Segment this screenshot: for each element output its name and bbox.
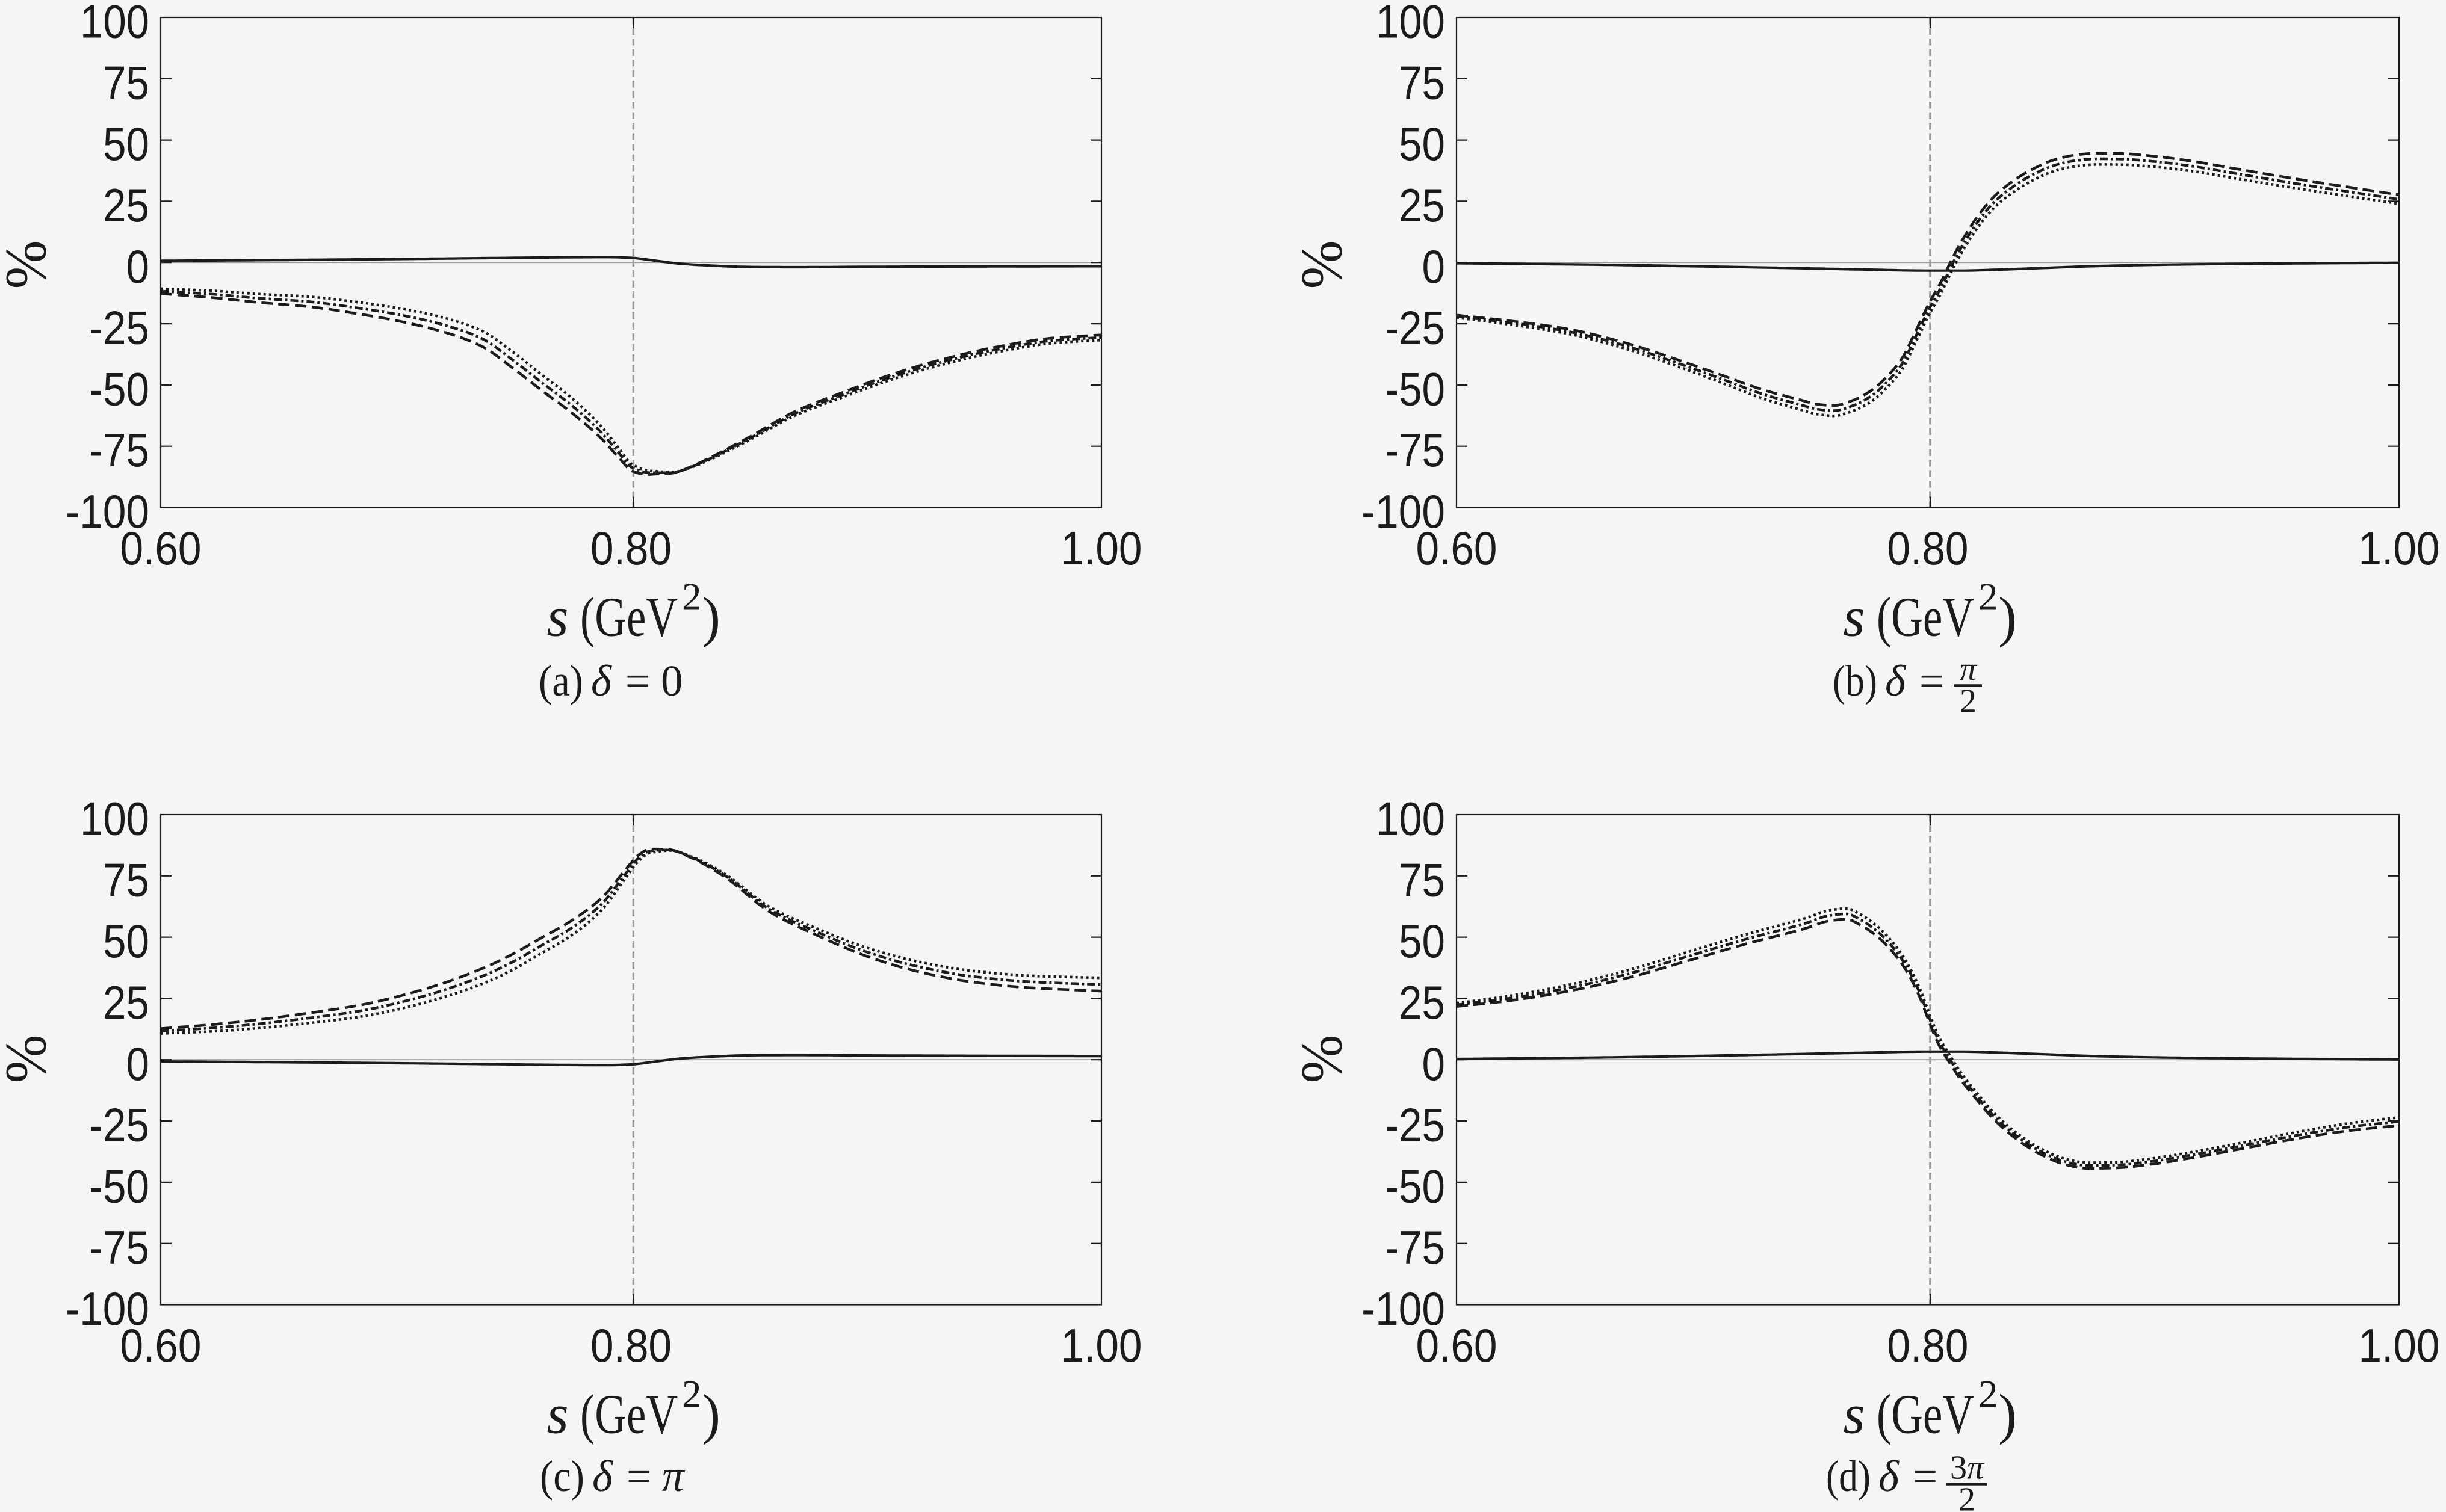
svg-text:75: 75	[1399, 853, 1445, 906]
svg-text:0.60: 0.60	[120, 1319, 202, 1372]
svg-text:(GeV: (GeV	[1877, 1384, 1974, 1446]
svg-text:(d): (d)	[1826, 1452, 1871, 1501]
svg-text:-100: -100	[1361, 485, 1445, 538]
svg-text:75: 75	[103, 56, 149, 109]
svg-text:2: 2	[1978, 576, 1998, 619]
svg-text:s: s	[1843, 1384, 1865, 1446]
svg-text:): )	[1998, 1384, 2017, 1446]
svg-text:75: 75	[1399, 56, 1445, 109]
svg-text:%: %	[0, 241, 58, 289]
svg-text:-50: -50	[1385, 1159, 1445, 1212]
svg-text:): )	[702, 1384, 720, 1446]
svg-text:-25: -25	[89, 301, 149, 354]
svg-text:-100: -100	[1361, 1282, 1445, 1335]
svg-text:50: 50	[1399, 915, 1445, 967]
svg-text:-25: -25	[1385, 1099, 1445, 1152]
svg-text:3π: 3π	[1950, 1449, 1985, 1487]
svg-text:1.00: 1.00	[1061, 522, 1142, 575]
svg-text:): )	[702, 587, 720, 649]
svg-text:δ: δ	[592, 1452, 613, 1501]
svg-text:25: 25	[1399, 179, 1445, 232]
svg-text:50: 50	[103, 117, 149, 170]
svg-text:2: 2	[682, 576, 702, 619]
svg-text:100: 100	[80, 792, 149, 845]
svg-text:(GeV: (GeV	[580, 1384, 678, 1446]
svg-text:25: 25	[103, 179, 149, 232]
svg-text:1.00: 1.00	[2359, 1319, 2440, 1372]
svg-text:0.80: 0.80	[590, 1319, 672, 1372]
svg-text:s: s	[1843, 587, 1865, 649]
svg-text:δ: δ	[1878, 1452, 1900, 1501]
svg-text:-50: -50	[89, 1159, 149, 1212]
svg-text:=: =	[1919, 656, 1944, 705]
svg-text:(b): (b)	[1833, 656, 1877, 705]
svg-text:-50: -50	[1385, 362, 1445, 415]
svg-text:0: 0	[661, 656, 683, 705]
svg-text:-50: -50	[89, 362, 149, 415]
svg-text:0.60: 0.60	[120, 522, 202, 575]
svg-text:2: 2	[1958, 1481, 1975, 1512]
svg-text:=: =	[627, 1452, 651, 1501]
svg-text:0: 0	[126, 1037, 150, 1090]
svg-text:δ: δ	[591, 656, 612, 705]
svg-text:-100: -100	[66, 1282, 149, 1335]
svg-text:(GeV: (GeV	[1877, 587, 1974, 649]
svg-text:2: 2	[1960, 682, 1977, 720]
svg-text:-75: -75	[89, 424, 149, 477]
svg-text:-75: -75	[1385, 424, 1445, 477]
svg-text:75: 75	[103, 853, 149, 906]
svg-text:1.00: 1.00	[1061, 1319, 1142, 1372]
svg-text:2: 2	[1978, 1373, 1998, 1416]
svg-text:-75: -75	[89, 1221, 149, 1274]
svg-text:0.60: 0.60	[1416, 1319, 1497, 1372]
svg-text:1.00: 1.00	[2359, 522, 2440, 575]
svg-text:50: 50	[103, 915, 149, 967]
svg-text:-25: -25	[1385, 301, 1445, 354]
svg-text:=: =	[1913, 1452, 1937, 1501]
svg-text:-25: -25	[89, 1099, 149, 1152]
svg-text:%: %	[1289, 241, 1354, 289]
svg-text:0: 0	[1422, 1037, 1446, 1090]
svg-text:100: 100	[1376, 792, 1445, 845]
svg-text:s: s	[546, 1384, 568, 1446]
svg-text:(GeV: (GeV	[580, 587, 678, 649]
svg-text:s: s	[546, 587, 568, 649]
svg-text:(c): (c)	[540, 1452, 584, 1501]
svg-text:): )	[1998, 587, 2017, 649]
svg-text:-75: -75	[1385, 1221, 1445, 1274]
svg-text:δ: δ	[1885, 656, 1906, 705]
svg-text:=: =	[625, 656, 650, 705]
svg-text:π: π	[1960, 650, 1978, 688]
svg-text:0.80: 0.80	[590, 522, 672, 575]
svg-text:0: 0	[126, 240, 150, 293]
svg-text:100: 100	[1376, 0, 1445, 48]
svg-text:%: %	[1289, 1035, 1354, 1084]
svg-text:-100: -100	[66, 485, 149, 538]
svg-text:100: 100	[80, 0, 149, 48]
svg-text:%: %	[0, 1035, 58, 1084]
svg-text:25: 25	[1399, 976, 1445, 1029]
svg-text:0.80: 0.80	[1887, 522, 1969, 575]
svg-text:0.80: 0.80	[1887, 1319, 1969, 1372]
svg-text:25: 25	[103, 976, 149, 1029]
svg-text:0: 0	[1422, 240, 1446, 293]
svg-text:50: 50	[1399, 117, 1445, 170]
svg-text:2: 2	[682, 1373, 702, 1416]
svg-text:0.60: 0.60	[1416, 522, 1497, 575]
svg-text:π: π	[662, 1452, 686, 1501]
svg-text:(a): (a)	[539, 656, 583, 705]
